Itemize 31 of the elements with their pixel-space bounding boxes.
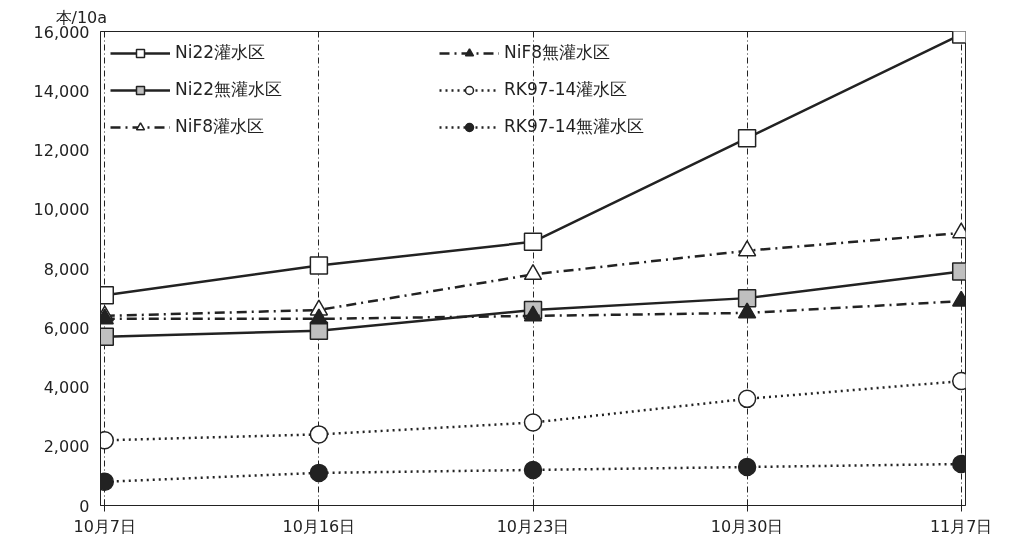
- x-tick-label: 10月23日: [496, 516, 570, 536]
- y-tick-label: 8,000: [43, 259, 90, 279]
- y-tick-label: 0: [79, 496, 90, 516]
- point: [737, 389, 757, 409]
- y-tick-label: 12,000: [33, 141, 90, 160]
- point: [737, 288, 757, 308]
- x-tick-label: 10月16日: [282, 516, 356, 536]
- point: [737, 240, 757, 257]
- legend-label: RK97-14無灌水区: [504, 115, 646, 138]
- x-tick-label: 10月7日: [73, 516, 137, 536]
- x-tick-label: 10月30日: [710, 516, 784, 536]
- point: [309, 425, 329, 444]
- point: [523, 460, 543, 480]
- x-tick-label: 11月7日: [929, 516, 993, 536]
- point: [737, 128, 757, 148]
- y-tick-label: 14,000: [33, 81, 90, 101]
- point: [309, 256, 329, 275]
- legend-label: Ni22無灌水区: [175, 78, 284, 101]
- legend-label: NiF8無灌水区: [504, 41, 612, 64]
- y-axis-title: 本/10a: [55, 7, 108, 27]
- legend-label: RK97-14灌水区: [504, 78, 629, 101]
- point: [523, 232, 543, 252]
- legend-label: NiF8灌水区: [175, 115, 266, 138]
- y-tick-label: 10,000: [33, 200, 90, 220]
- y-tick-label: 2,000: [43, 437, 90, 457]
- legend-label: Ni22灌水区: [175, 41, 267, 64]
- point: [309, 463, 329, 483]
- y-tick-label: 6,000: [43, 318, 90, 338]
- point: [523, 413, 543, 432]
- point: [737, 457, 757, 477]
- y-tick-label: 4,000: [43, 378, 90, 397]
